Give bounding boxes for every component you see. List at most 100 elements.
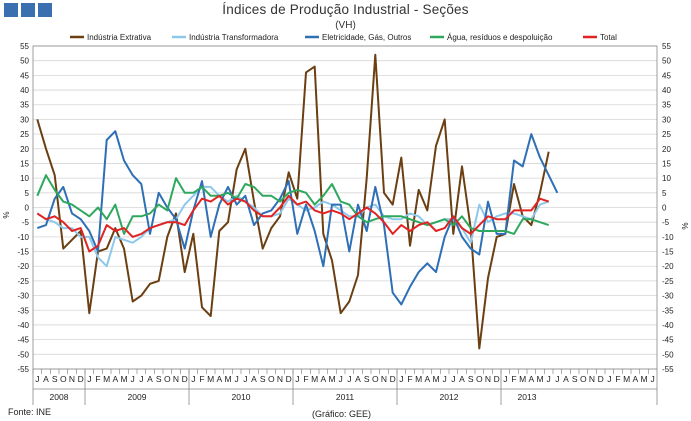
x-tick-label: S <box>260 374 266 384</box>
y-tick-label-right: 10 <box>662 174 671 183</box>
y-tick-label-right: -45 <box>662 336 674 345</box>
x-tick-label: D <box>286 374 292 384</box>
x-tick-label: J <box>443 374 447 384</box>
legend-label: Indústria Extrativa <box>87 33 152 42</box>
x-tick-label: A <box>355 374 361 384</box>
x-tick-label: F <box>95 374 100 384</box>
y-tick-label-right: -5 <box>662 218 670 227</box>
x-tick-label: S <box>156 374 162 384</box>
x-tick-label: M <box>623 374 630 384</box>
y-tick-label-right: -20 <box>662 262 674 271</box>
y-tick-label-right: 15 <box>662 159 671 168</box>
x-tick-label: J <box>547 374 551 384</box>
x-tick-label: A <box>43 374 49 384</box>
x-tick-label: N <box>381 374 387 384</box>
x-tick-label: M <box>640 374 647 384</box>
x-tick-label: O <box>60 374 67 384</box>
y-tick-label-left: 50 <box>20 57 29 66</box>
year-label: 2013 <box>518 392 537 402</box>
y-tick-label-left: 40 <box>20 86 29 95</box>
y-tick-label-right: 50 <box>662 57 671 66</box>
x-tick-label: J <box>347 374 351 384</box>
x-tick-label: J <box>139 374 143 384</box>
y-tick-label-right: 25 <box>662 130 671 139</box>
x-tick-label: O <box>164 374 171 384</box>
x-tick-label: M <box>536 374 543 384</box>
x-tick-label: J <box>451 374 455 384</box>
y-tick-label-right: -35 <box>662 306 674 315</box>
x-tick-label: M <box>207 374 214 384</box>
x-tick-label: M <box>120 374 127 384</box>
year-label: 2009 <box>128 392 147 402</box>
x-tick-label: M <box>328 374 335 384</box>
y-tick-label-left: 45 <box>20 71 29 80</box>
x-tick-label: S <box>364 374 370 384</box>
x-tick-label: N <box>589 374 595 384</box>
legend-label: Indústria Transformadora <box>189 33 279 42</box>
y-tick-label-left: 10 <box>20 174 29 183</box>
x-tick-label: J <box>607 374 611 384</box>
x-tick-label: N <box>277 374 283 384</box>
y-tick-label-right: 40 <box>662 86 671 95</box>
y-tick-label-right: 20 <box>662 145 671 154</box>
y-tick-label-left: -55 <box>17 365 29 374</box>
year-label: 2008 <box>50 392 69 402</box>
x-tick-label: J <box>555 374 559 384</box>
x-tick-label: M <box>224 374 231 384</box>
y-tick-label-left: -5 <box>22 218 30 227</box>
x-tick-label: J <box>339 374 343 384</box>
y-tick-label-right: -30 <box>662 292 674 301</box>
y-tick-label-left: -35 <box>17 306 29 315</box>
series-line <box>36 194 550 253</box>
y-tick-label-left: 20 <box>20 145 29 154</box>
x-tick-label: J <box>35 374 39 384</box>
x-tick-label: O <box>268 374 275 384</box>
y-tick-label-left: -15 <box>17 248 29 257</box>
x-tick-label: A <box>632 374 638 384</box>
x-tick-label: F <box>511 374 516 384</box>
chart-title: Índices de Produção Industrial - Seções <box>222 2 469 17</box>
x-tick-label: F <box>199 374 204 384</box>
x-tick-label: M <box>519 374 526 384</box>
y-tick-label-left: 55 <box>20 42 29 51</box>
y-tick-label-left: 35 <box>20 101 29 110</box>
series-line <box>36 53 550 350</box>
x-tick-label: A <box>424 374 430 384</box>
y-tick-label-left: 30 <box>20 115 29 124</box>
x-tick-label: A <box>147 374 153 384</box>
x-tick-label: D <box>390 374 396 384</box>
x-tick-label: A <box>216 374 222 384</box>
year-label: 2012 <box>440 392 459 402</box>
y-tick-label-right: -50 <box>662 350 674 359</box>
x-tick-label: S <box>52 374 58 384</box>
x-tick-label: J <box>87 374 91 384</box>
x-tick-label: N <box>485 374 491 384</box>
x-tick-label: F <box>615 374 620 384</box>
x-tick-label: S <box>572 374 578 384</box>
y-tick-label-right: 30 <box>662 115 671 124</box>
x-tick-label: A <box>251 374 257 384</box>
y-tick-label-left: -25 <box>17 277 29 286</box>
y-tick-label-left: -45 <box>17 336 29 345</box>
y-tick-label-left: 25 <box>20 130 29 139</box>
source-note: Fonte: INE <box>8 407 52 417</box>
x-tick-label: J <box>243 374 247 384</box>
y-tick-label-right: -15 <box>662 248 674 257</box>
x-tick-label: F <box>407 374 412 384</box>
x-tick-label: D <box>598 374 604 384</box>
y-tick-label-right: 45 <box>662 71 671 80</box>
x-tick-label: D <box>78 374 84 384</box>
y-tick-label-right: -55 <box>662 365 674 374</box>
x-tick-label: J <box>399 374 403 384</box>
x-tick-label: F <box>303 374 308 384</box>
y-tick-label-left: -30 <box>17 292 29 301</box>
x-tick-label: A <box>459 374 465 384</box>
x-tick-label: M <box>415 374 422 384</box>
legend-label: Total <box>600 33 617 42</box>
y-tick-label-right: 0 <box>662 204 667 213</box>
x-tick-label: O <box>372 374 379 384</box>
y-tick-label-left: -50 <box>17 350 29 359</box>
x-tick-label: A <box>563 374 569 384</box>
y-tick-label-left: -20 <box>17 262 29 271</box>
